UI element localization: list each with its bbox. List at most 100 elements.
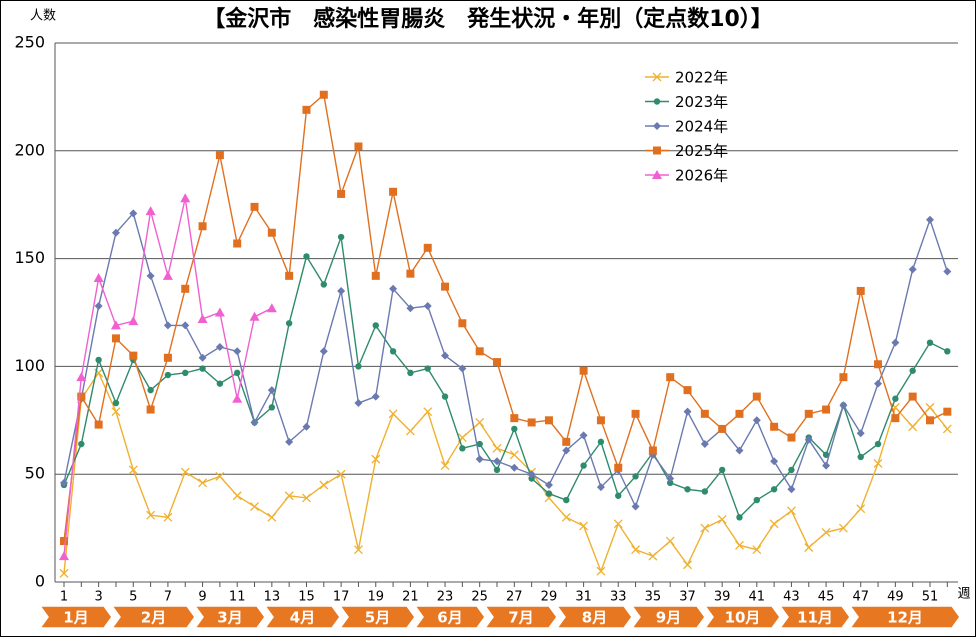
marker <box>700 523 710 533</box>
marker <box>284 491 294 501</box>
marker <box>371 392 380 401</box>
series <box>59 193 277 561</box>
chart-title: 【金沢市 感染性胃腸炎 発生状況・年別（定点数10）】 <box>203 6 773 32</box>
marker <box>804 543 814 552</box>
marker <box>509 450 519 460</box>
marker <box>527 418 536 427</box>
month-band <box>555 605 633 629</box>
marker <box>873 458 883 468</box>
marker <box>389 284 398 293</box>
marker <box>544 416 553 425</box>
marker <box>128 316 139 326</box>
marker <box>562 437 571 446</box>
marker <box>78 440 85 448</box>
marker <box>787 485 796 494</box>
x-tick-label: 21 <box>402 590 419 605</box>
month-label: 12月 <box>887 609 923 627</box>
marker <box>648 446 657 455</box>
marker <box>146 405 155 414</box>
marker <box>822 461 831 470</box>
marker <box>76 372 87 382</box>
marker <box>181 284 190 293</box>
marker <box>388 409 398 419</box>
marker <box>717 515 727 524</box>
marker <box>163 353 172 362</box>
marker <box>788 466 795 474</box>
marker <box>613 519 623 529</box>
legend-label: 2022年 <box>675 69 728 87</box>
marker <box>944 348 951 355</box>
marker <box>199 365 206 372</box>
marker <box>198 353 207 362</box>
marker <box>59 551 69 561</box>
marker <box>77 392 86 401</box>
month-label: 4月 <box>290 609 315 627</box>
marker <box>146 271 155 280</box>
marker <box>579 431 588 440</box>
marker <box>371 454 381 464</box>
marker <box>232 393 243 403</box>
month-band <box>38 605 113 629</box>
x-tick-label: 51 <box>922 590 939 605</box>
marker <box>700 440 709 449</box>
month-label: 9月 <box>656 609 681 627</box>
marker <box>423 243 432 252</box>
marker <box>459 445 466 452</box>
marker <box>337 286 346 295</box>
marker <box>163 512 173 522</box>
marker <box>60 478 68 487</box>
marker <box>874 360 883 369</box>
marker <box>700 409 709 418</box>
marker <box>441 282 450 291</box>
marker <box>232 491 242 501</box>
x-tick-label: 31 <box>575 590 592 605</box>
marker <box>925 402 935 412</box>
marker <box>752 392 761 401</box>
marker <box>162 270 173 280</box>
marker <box>406 304 415 313</box>
marker <box>355 363 362 370</box>
marker <box>423 302 432 311</box>
marker <box>822 405 831 414</box>
series-line <box>63 371 948 574</box>
marker <box>285 271 294 280</box>
marker <box>198 222 207 231</box>
marker <box>250 418 259 427</box>
month-band <box>848 605 961 629</box>
x-tick-label: 37 <box>679 590 696 605</box>
marker <box>303 253 310 260</box>
marker <box>943 267 952 276</box>
marker <box>839 373 848 382</box>
marker <box>718 466 726 474</box>
marker <box>147 386 154 394</box>
month-label: 3月 <box>217 609 242 627</box>
marker <box>838 523 848 533</box>
marker <box>545 490 553 497</box>
series <box>60 209 952 511</box>
x-tick-label: 9 <box>198 590 206 605</box>
month-label: 5月 <box>365 609 390 627</box>
marker <box>266 303 277 313</box>
marker <box>752 416 761 425</box>
marker <box>528 475 535 482</box>
x-tick-label: 35 <box>645 590 662 605</box>
x-tick-label: 39 <box>714 590 731 605</box>
marker <box>181 321 190 330</box>
marker <box>926 215 934 224</box>
marker <box>666 474 675 483</box>
x-tick-label: 41 <box>749 590 766 605</box>
month-band <box>703 605 781 629</box>
marker <box>214 307 225 317</box>
marker <box>510 414 519 423</box>
marker <box>908 265 917 274</box>
marker <box>874 379 883 388</box>
marker <box>580 462 587 469</box>
marker <box>856 286 865 295</box>
marker <box>441 393 449 400</box>
marker <box>735 540 744 550</box>
marker <box>652 72 662 82</box>
month-label: 8月 <box>582 609 607 627</box>
marker <box>653 122 661 130</box>
series-line <box>63 211 948 509</box>
marker <box>493 457 501 466</box>
